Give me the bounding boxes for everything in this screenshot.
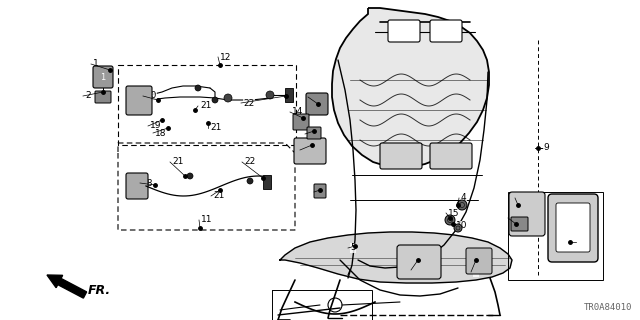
- FancyBboxPatch shape: [509, 192, 545, 236]
- Circle shape: [445, 215, 455, 225]
- FancyBboxPatch shape: [126, 86, 152, 115]
- FancyBboxPatch shape: [314, 184, 326, 198]
- Text: 17: 17: [307, 130, 319, 139]
- Bar: [508, 192, 603, 280]
- Text: 21: 21: [210, 124, 221, 132]
- Text: 17: 17: [510, 213, 522, 222]
- FancyBboxPatch shape: [306, 93, 328, 115]
- Text: 6: 6: [517, 194, 523, 203]
- Text: FR.: FR.: [88, 284, 111, 297]
- Text: 13: 13: [578, 237, 589, 246]
- Text: 22: 22: [243, 99, 254, 108]
- Text: 21: 21: [172, 157, 184, 166]
- Text: 11: 11: [201, 215, 212, 225]
- Polygon shape: [280, 232, 512, 283]
- Text: 10: 10: [456, 221, 467, 230]
- FancyBboxPatch shape: [548, 194, 598, 262]
- FancyBboxPatch shape: [380, 143, 422, 169]
- Text: 4: 4: [461, 194, 467, 203]
- Circle shape: [457, 200, 467, 210]
- Text: 1: 1: [93, 60, 99, 68]
- FancyBboxPatch shape: [511, 217, 528, 231]
- FancyBboxPatch shape: [430, 20, 462, 42]
- Bar: [272, 290, 372, 320]
- FancyBboxPatch shape: [126, 173, 148, 199]
- Text: 18: 18: [155, 129, 166, 138]
- FancyBboxPatch shape: [556, 203, 590, 252]
- Text: 18: 18: [142, 179, 154, 188]
- Bar: [263, 175, 271, 189]
- Text: 2: 2: [85, 92, 91, 100]
- Text: 21: 21: [213, 191, 225, 201]
- Text: 8: 8: [413, 266, 419, 275]
- Text: 5: 5: [350, 244, 356, 252]
- Text: 3: 3: [302, 146, 308, 155]
- FancyBboxPatch shape: [95, 91, 111, 103]
- Text: 21: 21: [200, 101, 211, 110]
- Text: 3: 3: [473, 268, 479, 276]
- FancyBboxPatch shape: [397, 245, 441, 279]
- FancyArrow shape: [47, 275, 86, 298]
- Text: 7: 7: [310, 92, 316, 101]
- Text: 22: 22: [244, 157, 255, 166]
- FancyBboxPatch shape: [307, 127, 321, 139]
- Text: 20: 20: [145, 92, 156, 100]
- FancyBboxPatch shape: [93, 66, 113, 88]
- Circle shape: [212, 97, 218, 103]
- Circle shape: [187, 173, 193, 179]
- Text: TR0A84010: TR0A84010: [584, 303, 632, 312]
- Circle shape: [195, 85, 201, 91]
- FancyBboxPatch shape: [430, 143, 472, 169]
- Text: 15: 15: [448, 209, 460, 218]
- Bar: [118, 65, 296, 145]
- Circle shape: [454, 224, 462, 232]
- Circle shape: [266, 91, 274, 99]
- Bar: [285, 88, 293, 102]
- FancyBboxPatch shape: [294, 138, 326, 164]
- FancyBboxPatch shape: [293, 114, 309, 130]
- Circle shape: [247, 178, 253, 184]
- Text: 1: 1: [100, 73, 106, 82]
- Circle shape: [224, 94, 232, 102]
- Text: 14: 14: [292, 108, 303, 116]
- Text: 12: 12: [220, 52, 232, 61]
- FancyBboxPatch shape: [388, 20, 420, 42]
- Text: 9: 9: [543, 143, 548, 153]
- Text: 19: 19: [150, 122, 161, 131]
- PathPatch shape: [332, 8, 489, 168]
- FancyBboxPatch shape: [466, 248, 492, 274]
- Text: 16: 16: [316, 188, 328, 196]
